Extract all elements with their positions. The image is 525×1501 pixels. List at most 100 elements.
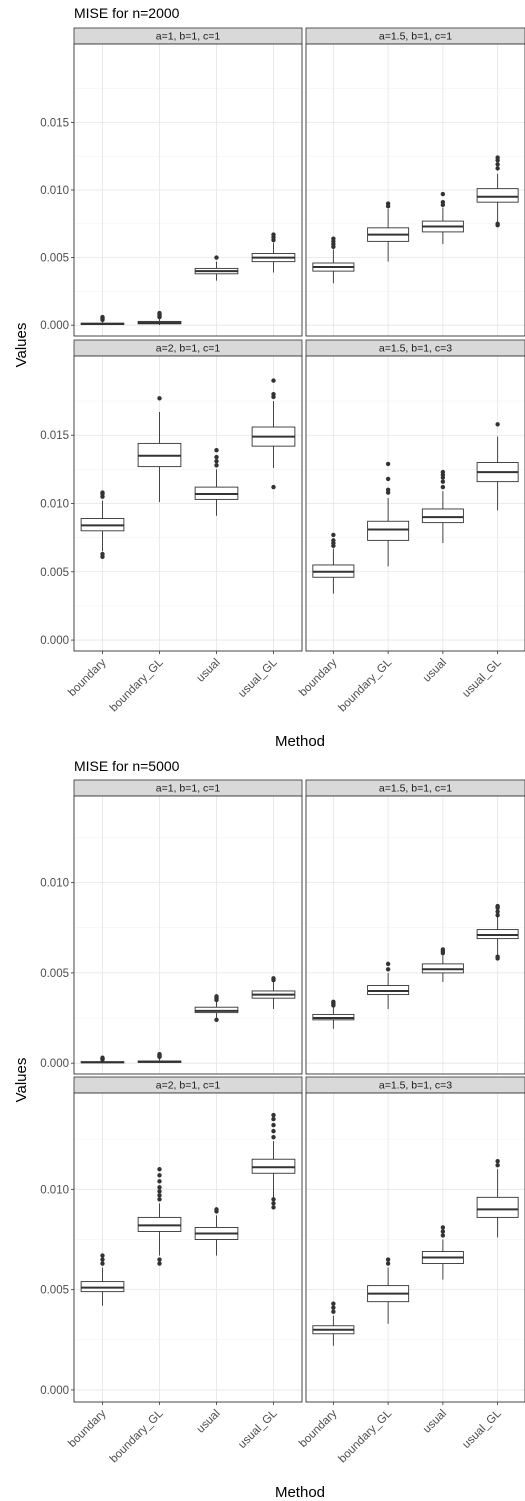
outlier-point bbox=[157, 1185, 162, 1190]
outlier-point bbox=[495, 1159, 500, 1164]
y-tick-label: 0.000 bbox=[40, 1058, 69, 1070]
y-tick-label: 0.010 bbox=[40, 185, 69, 197]
outlier-point bbox=[157, 1179, 162, 1184]
box-boundary_GL bbox=[137, 1167, 182, 1266]
y-tick-label: 0.000 bbox=[40, 1385, 69, 1397]
outlier-point bbox=[214, 463, 219, 468]
outlier-point bbox=[157, 1197, 162, 1202]
y-axis-title: Values bbox=[13, 323, 30, 368]
box-usual_GL bbox=[251, 1112, 296, 1210]
outlier-point bbox=[214, 994, 219, 999]
outlier-point bbox=[495, 909, 500, 914]
outlier-point bbox=[271, 1112, 276, 1118]
outlier-point bbox=[440, 1233, 446, 1238]
panel-background bbox=[306, 1093, 525, 1402]
outlier-point bbox=[100, 551, 105, 557]
y-axis-title: Values bbox=[13, 1058, 30, 1103]
y-tick-label: 0.015 bbox=[40, 117, 69, 129]
outlier-point bbox=[214, 1017, 219, 1023]
outlier-point bbox=[495, 221, 500, 226]
outlier-point bbox=[331, 999, 336, 1004]
outlier-point bbox=[271, 232, 276, 237]
panel-border bbox=[73, 795, 303, 1075]
outlier-point bbox=[495, 954, 500, 959]
outlier-point bbox=[100, 490, 105, 495]
outlier-point bbox=[385, 961, 391, 967]
x-tick-label: boundary bbox=[297, 656, 340, 699]
x-tick-label: usual_GL bbox=[460, 1407, 504, 1451]
box-boundary bbox=[80, 490, 125, 559]
outlier-point bbox=[271, 484, 276, 490]
box-boundary bbox=[80, 1253, 125, 1306]
chart-title: MISE for n=2000 bbox=[74, 5, 180, 21]
outlier-point bbox=[157, 1257, 162, 1262]
panel-border bbox=[73, 1092, 303, 1403]
facet-strip-label: a=1.5, b=1, c=3 bbox=[379, 1080, 452, 1092]
box-usual_GL bbox=[476, 1159, 519, 1238]
chart-title: MISE for n=5000 bbox=[74, 758, 180, 774]
box-usual bbox=[421, 469, 464, 544]
outlier-point bbox=[440, 1225, 446, 1230]
outlier-point bbox=[440, 947, 446, 952]
y-tick-label: 0.000 bbox=[40, 635, 69, 647]
panel-3: a=2, b=1, c=1 0.000 0.005 0.010 boundary boun… bbox=[40, 1076, 303, 1465]
outlier-point bbox=[495, 166, 500, 171]
box-boundary_GL bbox=[367, 961, 410, 1010]
box-boundary bbox=[80, 1055, 125, 1064]
box-boundary_GL bbox=[367, 461, 410, 567]
outlier-point bbox=[385, 487, 391, 493]
outlier-point bbox=[271, 1122, 276, 1128]
outlier-point bbox=[385, 967, 391, 972]
panel-1: a=1, b=1, c=1 0.000 0.005 0.010 bbox=[40, 779, 303, 1075]
outlier-point bbox=[495, 162, 500, 167]
outlier-point bbox=[214, 255, 219, 260]
outlier-point bbox=[331, 532, 336, 538]
outlier-point bbox=[100, 1261, 105, 1266]
box-usual_GL bbox=[251, 976, 296, 1010]
y-tick-label: 0.010 bbox=[40, 1184, 69, 1196]
box-boundary_GL bbox=[137, 1051, 182, 1064]
outlier-point bbox=[385, 201, 391, 206]
box-usual bbox=[194, 1207, 239, 1256]
facet-strip-label: a=1.5, b=1, c=1 bbox=[379, 31, 452, 43]
y-tick-label: 0.010 bbox=[40, 499, 69, 511]
x-tick-label: usual bbox=[195, 657, 223, 685]
box-boundary bbox=[80, 314, 125, 326]
panel-3: a=2, b=1, c=1 0.000 0.005 0.010 0.015 boundar… bbox=[40, 339, 303, 714]
outlier-point bbox=[331, 1309, 336, 1314]
chart-2: MISE for n=5000 a=1, b=1, c=1 0.000 0.005 0.… bbox=[13, 758, 525, 1501]
facet-strip-label: a=1, b=1, c=1 bbox=[156, 31, 221, 43]
box-usual bbox=[421, 947, 464, 982]
outlier-point bbox=[157, 396, 162, 401]
box-usual bbox=[194, 448, 239, 516]
outlier-point bbox=[385, 1261, 391, 1266]
box-iqr bbox=[251, 1158, 296, 1174]
box-usual bbox=[421, 1225, 464, 1280]
outlier-point bbox=[214, 1207, 219, 1212]
box-boundary bbox=[312, 236, 355, 284]
outlier-point bbox=[100, 1257, 105, 1262]
box-boundary_GL bbox=[367, 201, 410, 262]
chart-1: MISE for n=2000 a=1, b=1, c=1 0.000 0.005 0.… bbox=[13, 5, 525, 750]
outlier-point bbox=[440, 1229, 446, 1234]
outlier-point bbox=[271, 1134, 276, 1140]
x-tick-label: boundary_GL bbox=[336, 1407, 394, 1465]
facet-strip-label: a=2, b=1, c=1 bbox=[156, 1080, 221, 1092]
panel-border bbox=[305, 43, 525, 337]
x-tick-label: usual bbox=[195, 1408, 223, 1436]
x-tick-label: boundary bbox=[66, 1407, 109, 1450]
x-tick-label: usual bbox=[421, 657, 449, 685]
box-usual_GL bbox=[476, 155, 519, 228]
outlier-point bbox=[157, 1189, 162, 1194]
outlier-point bbox=[271, 1197, 276, 1202]
box-boundary_GL bbox=[367, 1257, 410, 1324]
x-tick-label: boundary_GL bbox=[108, 656, 166, 714]
outlier-point bbox=[331, 1301, 336, 1306]
box-usual_GL bbox=[251, 232, 296, 273]
outlier-point bbox=[157, 1173, 162, 1178]
panel-border bbox=[305, 355, 525, 652]
box-usual_GL bbox=[251, 378, 296, 490]
outlier-point bbox=[157, 1261, 162, 1266]
outlier-point bbox=[214, 454, 219, 460]
